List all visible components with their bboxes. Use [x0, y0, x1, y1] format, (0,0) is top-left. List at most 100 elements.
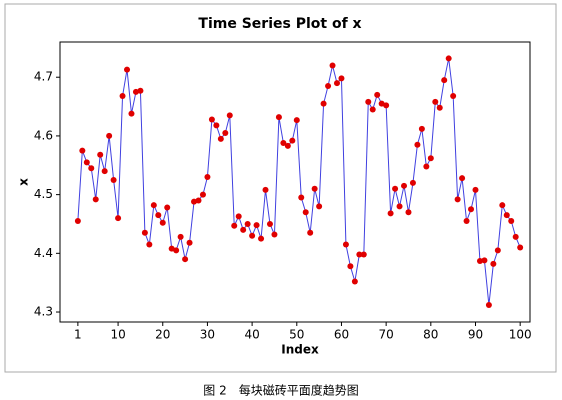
- data-point: [110, 176, 117, 183]
- data-point: [92, 196, 99, 203]
- data-point: [401, 182, 408, 189]
- data-point: [445, 55, 452, 62]
- data-point: [414, 141, 421, 148]
- data-point: [222, 129, 229, 136]
- data-point: [253, 222, 260, 229]
- data-point: [503, 212, 510, 219]
- y-tick-label: 4.6: [34, 128, 53, 142]
- data-point: [182, 256, 189, 263]
- data-point: [472, 186, 479, 193]
- data-point: [409, 179, 416, 186]
- x-tick-label: 100: [509, 328, 532, 342]
- data-point: [481, 257, 488, 264]
- data-point: [476, 257, 483, 264]
- data-point: [512, 233, 519, 240]
- data-point: [97, 151, 104, 158]
- data-point: [356, 251, 363, 258]
- data-point: [150, 202, 157, 209]
- data-point: [146, 241, 153, 248]
- y-tick-label: 4.3: [34, 305, 53, 319]
- x-tick-label: 50: [289, 328, 304, 342]
- data-point: [173, 247, 180, 254]
- data-point: [164, 204, 171, 211]
- x-tick-label: 40: [244, 328, 259, 342]
- chart-title: Time Series Plot of x: [198, 16, 361, 32]
- data-point: [333, 80, 340, 87]
- data-point: [307, 229, 314, 236]
- data-point: [342, 241, 349, 248]
- data-point: [432, 98, 439, 105]
- data-point: [244, 220, 251, 227]
- x-tick-label: 20: [155, 328, 170, 342]
- data-point: [463, 218, 470, 225]
- x-tick-label: 80: [423, 328, 438, 342]
- data-point: [369, 106, 376, 113]
- data-point: [124, 66, 131, 73]
- data-point: [155, 212, 162, 219]
- data-point: [374, 91, 381, 98]
- data-point: [128, 110, 135, 117]
- data-point: [450, 93, 457, 100]
- data-point: [284, 142, 291, 149]
- data-point: [240, 226, 247, 233]
- data-point: [271, 231, 278, 238]
- data-point: [249, 232, 256, 239]
- x-tick-label: 1: [74, 328, 82, 342]
- data-point: [468, 206, 475, 213]
- data-point: [316, 203, 323, 210]
- data-point: [311, 185, 318, 192]
- data-point: [302, 209, 309, 216]
- data-point: [289, 137, 296, 144]
- data-point: [338, 75, 345, 82]
- y-tick-label: 4.5: [34, 187, 53, 201]
- data-point: [320, 100, 327, 107]
- data-point: [119, 93, 126, 100]
- data-point: [436, 104, 443, 111]
- data-point: [79, 147, 86, 154]
- data-point: [115, 215, 122, 222]
- data-point: [325, 83, 332, 90]
- data-point: [383, 102, 390, 109]
- data-point: [490, 260, 497, 267]
- data-point: [441, 77, 448, 84]
- data-point: [517, 244, 524, 251]
- caption: 图 2 每块磁砖平面度趋势图: [203, 383, 358, 398]
- data-point: [74, 218, 81, 225]
- data-point: [392, 185, 399, 192]
- data-point: [106, 132, 113, 139]
- data-point: [280, 139, 287, 146]
- data-point: [258, 235, 265, 242]
- data-point: [454, 196, 461, 203]
- data-point: [88, 165, 95, 172]
- data-point: [351, 278, 358, 285]
- data-point: [275, 114, 282, 121]
- data-point: [235, 213, 242, 220]
- data-point: [262, 186, 269, 193]
- data-point: [494, 247, 501, 254]
- y-tick-label: 4.7: [34, 70, 53, 84]
- data-point: [141, 229, 148, 236]
- x-tick-label: 30: [200, 328, 215, 342]
- data-point: [226, 112, 233, 119]
- series-line: [77, 58, 521, 306]
- data-point: [427, 155, 434, 162]
- data-point: [499, 202, 506, 209]
- y-tick-label: 4.4: [34, 246, 53, 260]
- data-point: [418, 125, 425, 132]
- data-point: [360, 251, 367, 258]
- data-point: [329, 62, 336, 69]
- y-axis-label: x: [17, 178, 31, 186]
- data-point: [195, 197, 202, 204]
- data-point: [485, 301, 492, 308]
- data-point: [101, 168, 108, 175]
- data-point: [137, 87, 144, 94]
- data-point: [405, 209, 412, 216]
- data-point: [186, 239, 193, 246]
- data-point: [508, 218, 515, 225]
- data-point: [459, 175, 466, 182]
- data-point: [159, 219, 166, 226]
- data-point: [347, 263, 354, 270]
- data-point: [213, 122, 220, 129]
